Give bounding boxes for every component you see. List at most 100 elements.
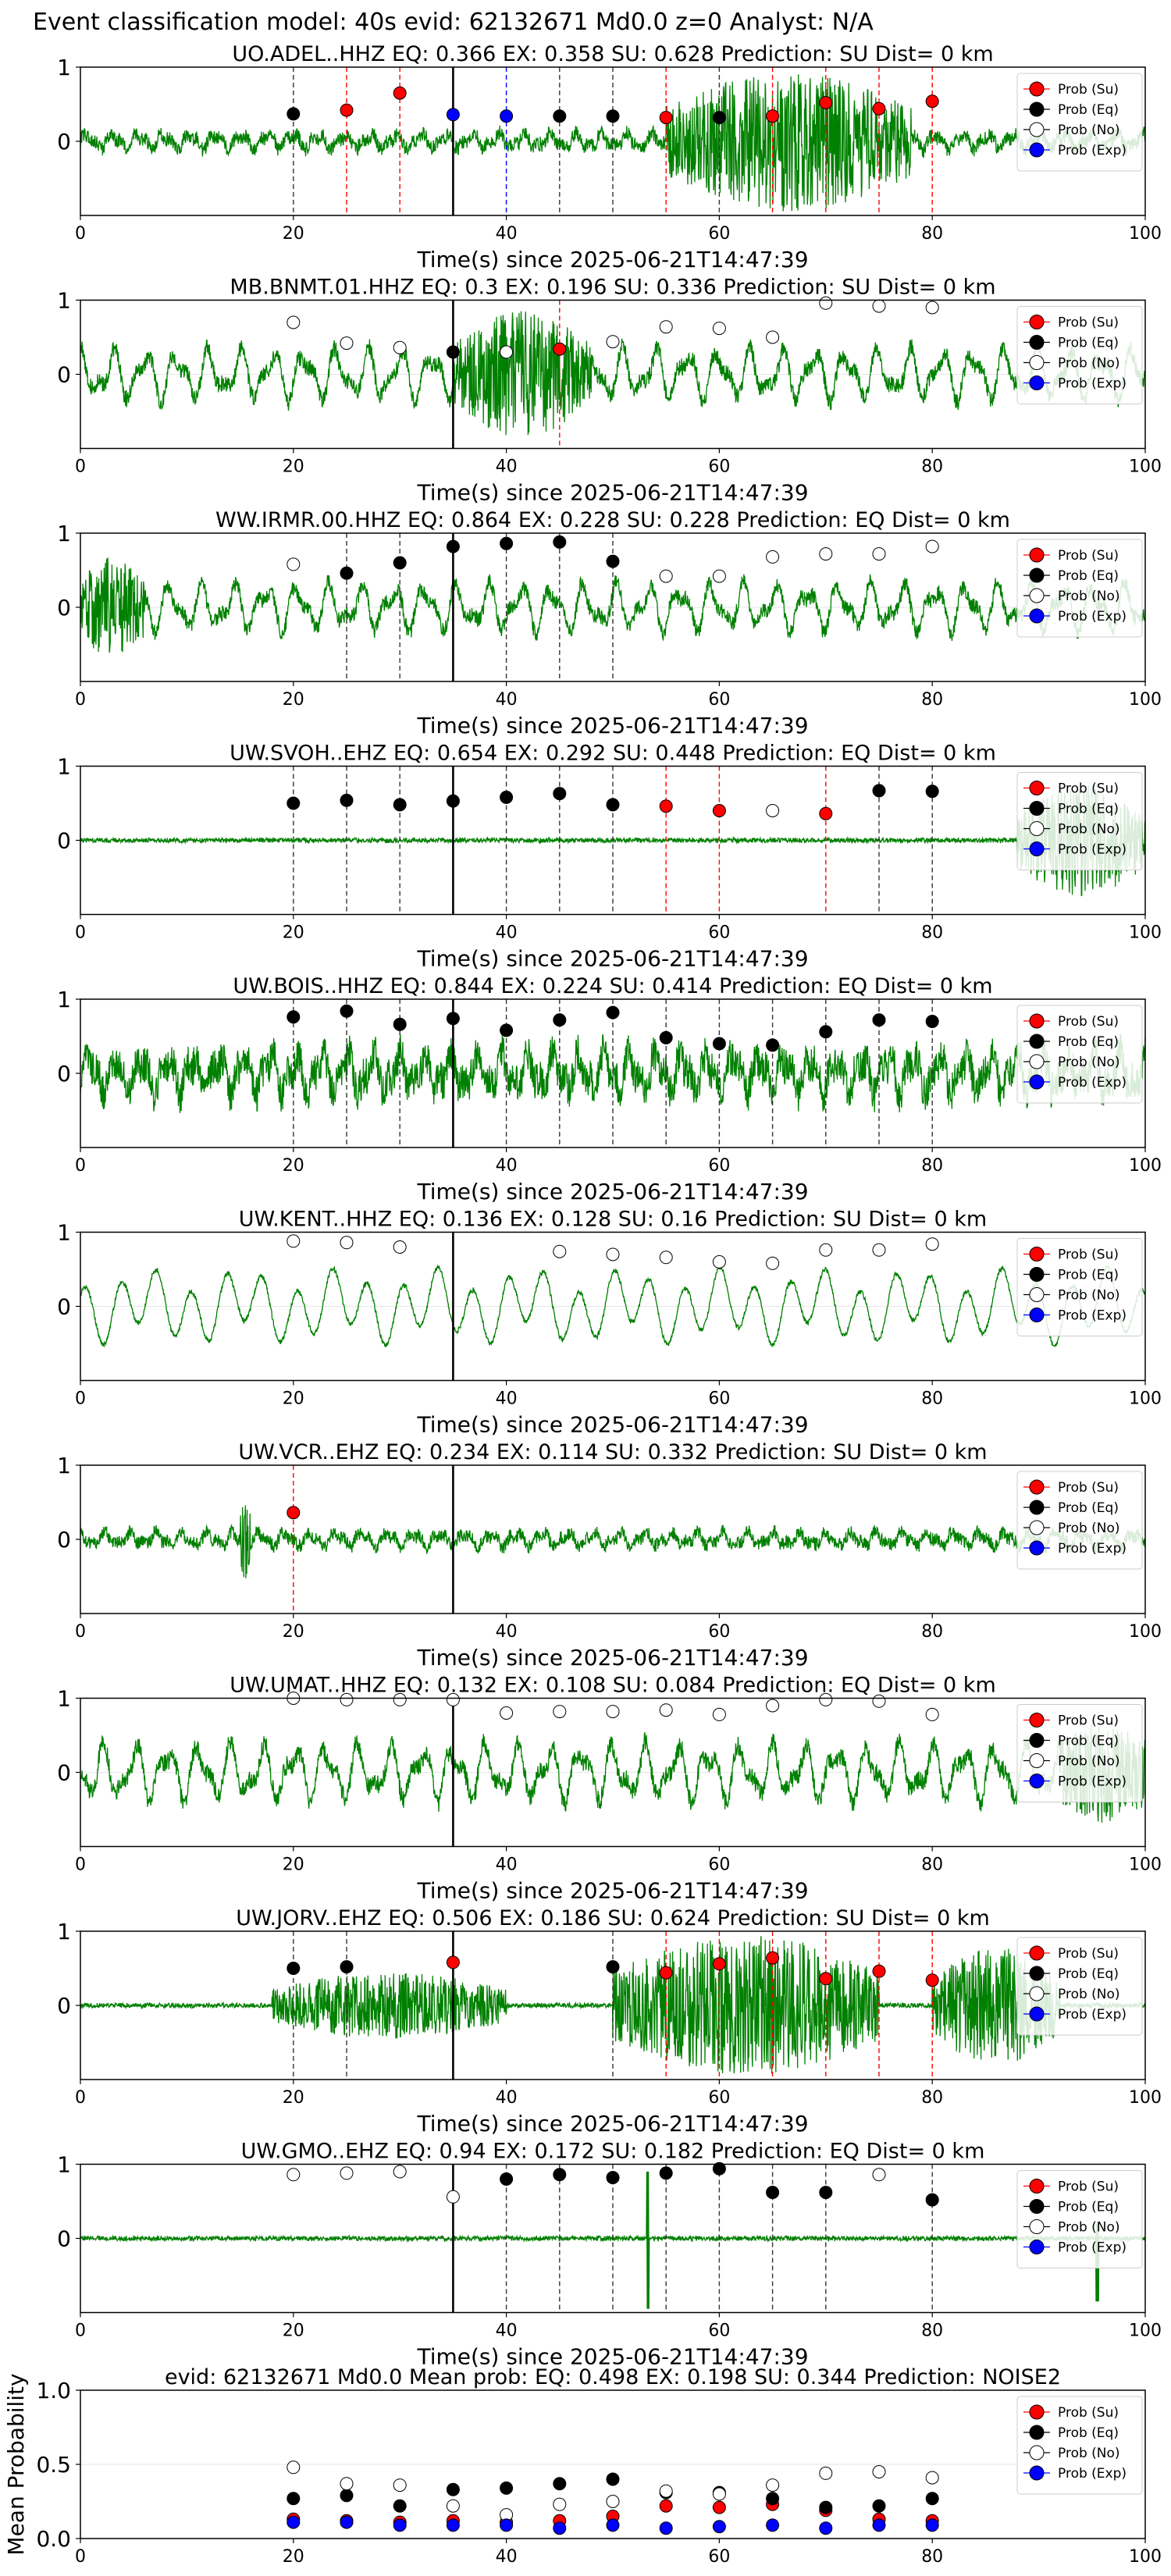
legend-label: Prob (Exp) [1058, 2007, 1127, 2023]
panel-9: UW.GMO..EHZ EQ: 0.94 EX: 0.172 SU: 0.182… [57, 2140, 1162, 2370]
seismic-trace [80, 311, 1146, 436]
x-tick-label: 80 [921, 457, 943, 477]
prob-marker-eq [446, 794, 460, 808]
prob-marker-no [712, 1707, 726, 1721]
x-axis-label: Time(s) since 2025-06-21T14:47:39 [416, 1179, 808, 1204]
legend-marker [1029, 335, 1045, 350]
x-tick-label: 20 [283, 224, 304, 244]
x-tick-label: 80 [921, 2088, 943, 2108]
prob-marker-no [393, 1240, 407, 1254]
prob-marker-eq [872, 1013, 886, 1027]
legend-label: Prob (Su) [1058, 1713, 1119, 1729]
x-tick-label: 40 [496, 1389, 518, 1409]
prob-marker-eq [287, 1010, 301, 1024]
prob-marker-eq [446, 1012, 460, 1026]
legend-label: Prob (No) [1058, 2220, 1120, 2236]
prob-marker-eq [553, 787, 567, 801]
legend-box [1016, 73, 1143, 172]
x-axis-label: Time(s) since 2025-06-21T14:47:39 [416, 2344, 808, 2370]
legend-label: Prob (Exp) [1058, 2466, 1127, 2482]
prob-marker-eq [553, 535, 567, 549]
mean-prob-marker-eq [606, 2472, 620, 2486]
prob-marker-no [659, 1251, 673, 1265]
x-tick-label: 60 [708, 2547, 730, 2567]
y-axis-label: Mean Probability [3, 2373, 29, 2555]
prob-marker-eq [606, 554, 620, 568]
legend-marker [1029, 801, 1045, 816]
seismic-trace [80, 1034, 1146, 1114]
x-tick-label: 20 [283, 2547, 304, 2567]
legend-marker [1029, 1733, 1045, 1748]
prob-marker-eq [819, 2186, 833, 2200]
prob-marker-no [606, 1247, 620, 1261]
legend-marker [1029, 547, 1045, 563]
y-tick-label: 0 [57, 595, 71, 621]
prob-marker-no [819, 296, 833, 310]
legend-marker [1029, 1500, 1045, 1515]
x-tick-label: 60 [708, 2322, 730, 2341]
x-tick-label: 60 [708, 1389, 730, 1409]
legend-label: Prob (Exp) [1058, 143, 1127, 158]
legend-label: Prob (Eq) [1058, 102, 1119, 118]
mean-prob-marker-no [872, 2465, 886, 2478]
prob-marker-eq [500, 1023, 514, 1037]
y-tick-label: 0 [57, 1760, 71, 1786]
prob-marker-no [766, 330, 780, 344]
x-tick-label: 60 [708, 1622, 730, 1642]
mean-prob-marker-exp [553, 2521, 567, 2535]
x-tick-label: 20 [283, 457, 304, 477]
x-tick-label: 40 [496, 1856, 518, 1875]
x-tick-label: 60 [708, 224, 730, 244]
x-tick-label: 60 [708, 2088, 730, 2108]
prob-marker-eq [553, 109, 567, 123]
mean-prob-marker-su [712, 2500, 726, 2514]
legend-label: Prob (Su) [1058, 2405, 1119, 2421]
prob-marker-no [553, 1244, 567, 1258]
mean-prob-marker-eq [393, 2499, 407, 2513]
panel-3: UW.SVOH..EHZ EQ: 0.654 EX: 0.292 SU: 0.4… [57, 742, 1162, 972]
axes-frame [80, 1930, 1146, 2080]
mean-prob-marker-exp [606, 2518, 620, 2532]
mean-prob-marker-eq [553, 2477, 567, 2491]
legend-label: Prob (No) [1058, 1987, 1120, 2002]
y-tick-label: 0 [57, 1993, 71, 2019]
panels-container: UO.ADEL..HHZ EQ: 0.366 EX: 0.358 SU: 0.6… [3, 42, 1162, 2567]
prob-marker-no [446, 1692, 460, 1706]
legend-label: Prob (Exp) [1058, 609, 1127, 624]
x-tick-label: 100 [1129, 2322, 1162, 2341]
mean-prob-marker-eq [340, 2489, 354, 2503]
mean-prob-marker-no [766, 2478, 780, 2492]
x-tick-label: 0 [75, 2322, 86, 2341]
mean-prob-marker-eq [766, 2492, 780, 2506]
prob-marker-no [287, 557, 301, 571]
legend-box [1016, 1238, 1143, 1336]
x-tick-label: 40 [496, 224, 518, 244]
x-tick-label: 0 [75, 923, 86, 943]
x-tick-label: 60 [708, 690, 730, 710]
mean-prob-marker-exp [287, 2515, 301, 2529]
prob-marker-su [819, 806, 833, 820]
legend-marker [1029, 2179, 1045, 2194]
prob-marker-no [287, 315, 301, 329]
panel-6: UW.VCR..EHZ EQ: 0.234 EX: 0.114 SU: 0.33… [57, 1440, 1162, 1670]
axes-frame [80, 765, 1146, 916]
panel-title: UW.KENT..HHZ EQ: 0.136 EX: 0.128 SU: 0.1… [239, 1208, 987, 1232]
legend-marker [1029, 781, 1045, 795]
prob-marker-eq [766, 2186, 780, 2200]
y-tick-label: 0.5 [36, 2452, 71, 2478]
legend-label: Prob (No) [1058, 1288, 1120, 1304]
legend-marker [1029, 841, 1045, 856]
y-tick-label: 1 [57, 55, 71, 80]
prob-marker-exp [446, 108, 460, 122]
legend-box [1016, 2396, 1143, 2495]
x-axis-label: Time(s) since 2025-06-21T14:47:39 [416, 946, 808, 972]
prob-marker-eq [287, 796, 301, 810]
x-tick-label: 60 [708, 1856, 730, 1875]
mean-prob-marker-no [659, 2484, 673, 2498]
x-tick-label: 40 [496, 690, 518, 710]
axes-frame [80, 299, 1146, 450]
panel-0: UO.ADEL..HHZ EQ: 0.366 EX: 0.358 SU: 0.6… [57, 42, 1162, 272]
prob-marker-eq [340, 1004, 354, 1018]
prob-marker-eq [872, 784, 886, 798]
